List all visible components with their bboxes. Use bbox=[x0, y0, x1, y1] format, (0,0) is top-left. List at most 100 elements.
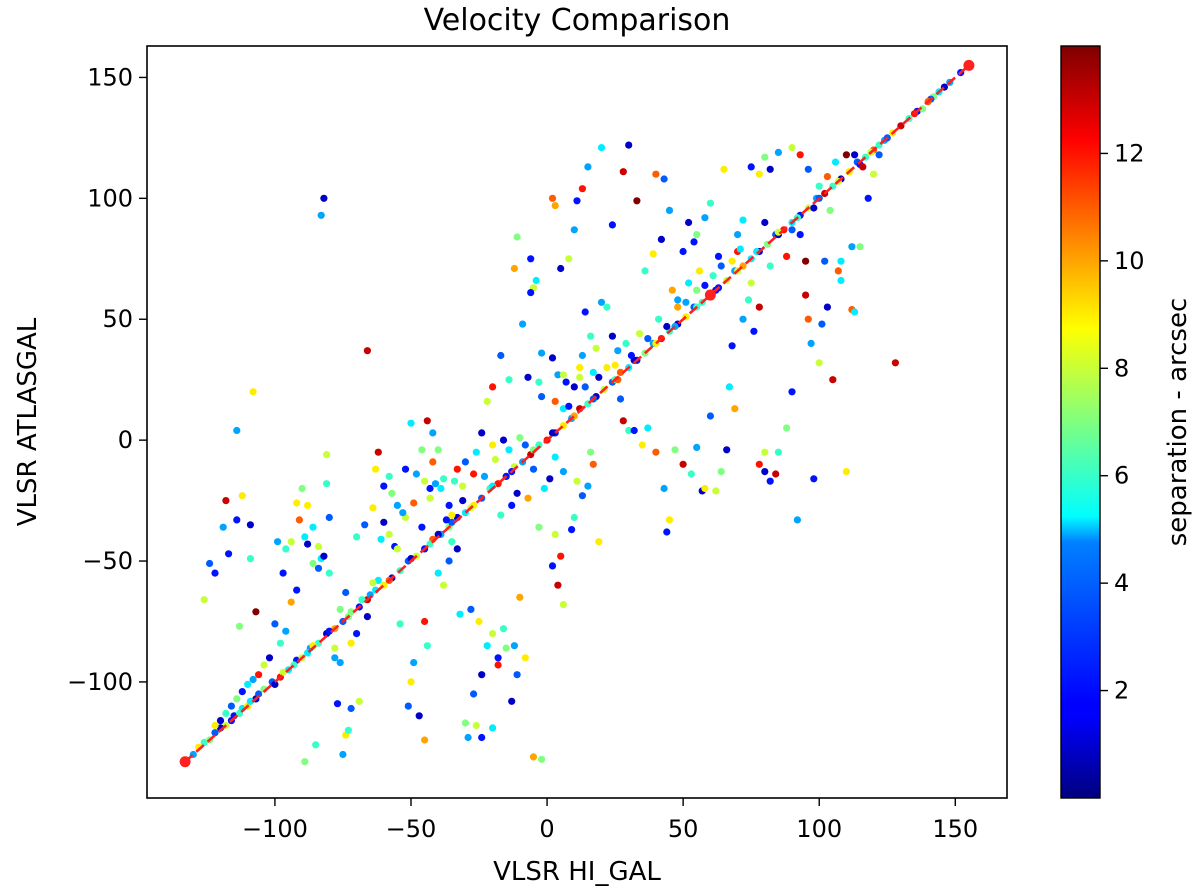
data-point bbox=[279, 668, 287, 676]
data-point bbox=[736, 245, 744, 253]
data-point bbox=[453, 545, 461, 553]
data-point bbox=[614, 347, 622, 355]
data-point bbox=[570, 513, 578, 522]
data-point bbox=[325, 513, 333, 522]
data-point bbox=[298, 484, 306, 493]
data-point bbox=[429, 429, 437, 437]
reference-marker bbox=[963, 59, 975, 71]
data-point bbox=[551, 202, 559, 210]
data-point bbox=[823, 303, 832, 311]
data-point bbox=[548, 354, 557, 362]
data-point bbox=[559, 601, 568, 609]
data-point bbox=[695, 267, 704, 275]
data-point bbox=[660, 484, 668, 493]
data-point bbox=[276, 639, 284, 647]
data-point bbox=[200, 596, 208, 604]
data-point bbox=[584, 482, 592, 490]
data-point bbox=[480, 472, 489, 480]
data-point bbox=[693, 231, 701, 239]
data-point bbox=[739, 315, 747, 323]
data-point bbox=[706, 199, 715, 207]
data-point bbox=[810, 204, 818, 212]
data-point bbox=[472, 721, 480, 730]
data-point bbox=[372, 465, 380, 473]
data-point bbox=[644, 335, 652, 343]
data-point bbox=[385, 530, 393, 539]
data-point bbox=[851, 151, 859, 159]
data-point bbox=[527, 255, 535, 263]
data-point bbox=[766, 165, 774, 173]
x-axis-label: VLSR HI_GAL bbox=[493, 857, 661, 887]
data-point bbox=[772, 470, 780, 478]
data-point bbox=[660, 175, 668, 183]
x-tick-label: 0 bbox=[539, 815, 554, 843]
data-point bbox=[546, 475, 554, 483]
data-point bbox=[562, 378, 570, 386]
data-point bbox=[279, 569, 287, 577]
data-point bbox=[802, 257, 810, 265]
data-point bbox=[361, 521, 369, 529]
data-point bbox=[255, 671, 263, 679]
data-point bbox=[470, 690, 478, 698]
data-point bbox=[260, 661, 268, 669]
data-point bbox=[611, 361, 619, 369]
data-point bbox=[548, 194, 557, 202]
data-point bbox=[616, 368, 625, 376]
plot-frame bbox=[146, 45, 1008, 799]
data-point bbox=[521, 654, 529, 662]
data-point bbox=[513, 489, 521, 497]
data-point bbox=[293, 499, 301, 507]
data-point bbox=[410, 659, 418, 667]
data-point bbox=[252, 608, 260, 616]
data-point bbox=[301, 533, 309, 541]
colorbar-tick-label: 12 bbox=[1114, 139, 1145, 167]
data-point bbox=[459, 497, 467, 505]
data-point bbox=[434, 446, 442, 454]
data-point bbox=[701, 214, 709, 222]
data-point bbox=[565, 255, 573, 263]
data-point bbox=[584, 163, 592, 171]
data-point bbox=[587, 448, 595, 456]
data-point bbox=[568, 526, 576, 534]
data-point bbox=[453, 465, 461, 473]
data-point bbox=[687, 470, 695, 478]
data-point bbox=[538, 755, 546, 763]
data-point bbox=[369, 504, 377, 512]
colorbar-tick-label: 8 bbox=[1114, 354, 1129, 382]
data-point bbox=[445, 501, 453, 509]
data-point bbox=[864, 194, 872, 202]
y-axis-ticks: −100 −50 0 50 100 150 bbox=[67, 63, 147, 696]
data-point bbox=[875, 151, 883, 159]
data-point bbox=[448, 518, 456, 526]
x-axis-ticks: −100 −50 0 50 100 150 bbox=[242, 798, 978, 843]
y-tick-label: −100 bbox=[67, 668, 133, 696]
data-point bbox=[216, 717, 225, 725]
data-point bbox=[559, 405, 568, 413]
data-point bbox=[211, 721, 219, 730]
data-point bbox=[407, 419, 415, 427]
data-point bbox=[636, 330, 644, 338]
data-point bbox=[513, 671, 521, 679]
data-point bbox=[448, 538, 456, 546]
data-point bbox=[837, 257, 845, 265]
data-point bbox=[823, 173, 832, 181]
data-point bbox=[353, 533, 361, 541]
data-point bbox=[891, 359, 900, 367]
data-point bbox=[282, 545, 290, 553]
data-point bbox=[663, 528, 671, 536]
data-point bbox=[576, 373, 584, 381]
data-point bbox=[478, 671, 486, 679]
data-point bbox=[255, 690, 263, 698]
data-point bbox=[339, 750, 347, 759]
data-point bbox=[597, 298, 606, 306]
data-point bbox=[353, 630, 361, 638]
data-point bbox=[505, 376, 513, 384]
data-point bbox=[709, 272, 717, 280]
data-point bbox=[478, 733, 486, 742]
data-point bbox=[551, 397, 559, 405]
data-point bbox=[535, 441, 543, 449]
data-point bbox=[314, 564, 323, 572]
data-point bbox=[834, 267, 842, 275]
data-point bbox=[570, 226, 578, 234]
data-point bbox=[755, 303, 763, 311]
